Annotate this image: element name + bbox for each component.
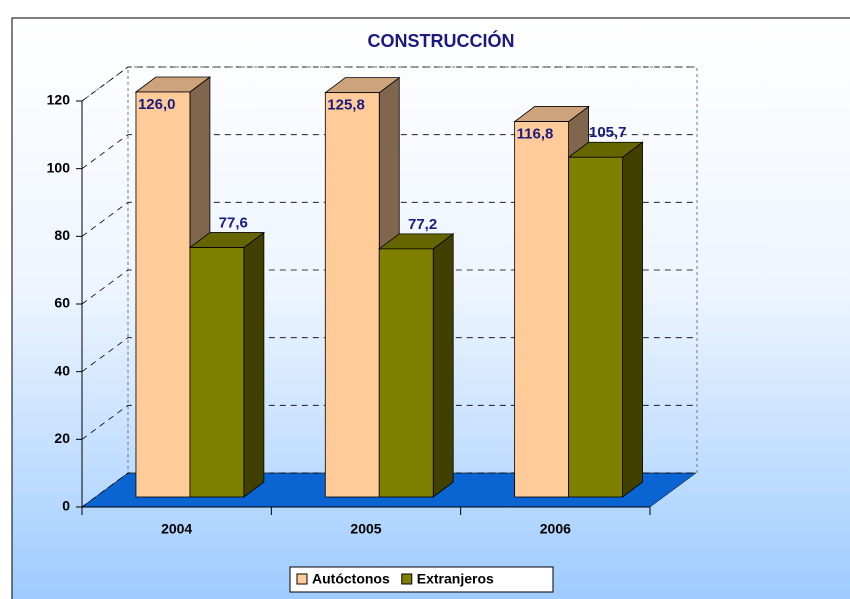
chart-title: CONSTRUCCIÓN — [368, 30, 515, 51]
legend-label: Extranjeros — [417, 571, 494, 587]
bar-side — [432, 233, 454, 498]
data-label: 126,0 — [138, 96, 176, 113]
x-tick-label: 2006 — [540, 521, 571, 537]
grid-line — [81, 404, 697, 440]
legend-label: Autóctonos — [312, 571, 390, 587]
bar-front — [324, 92, 380, 498]
legend-swatch — [401, 573, 413, 585]
bar — [567, 141, 644, 498]
grid-line — [81, 472, 697, 508]
plot-area: 0 20 40 60 80 100 120 2004 126,0 77,6 2005 125,8 77,… — [47, 66, 698, 537]
bar — [188, 231, 266, 498]
bar-side — [243, 231, 265, 498]
bar-front — [378, 248, 434, 498]
grid-line — [81, 66, 697, 102]
bar-side — [622, 141, 643, 498]
x-tick-label: 2005 — [350, 521, 381, 537]
bar-front — [189, 247, 245, 498]
grid-line — [81, 201, 697, 237]
bar-front — [135, 91, 191, 498]
data-label: 77,6 — [219, 215, 248, 232]
y-tick-label: 20 — [54, 430, 70, 446]
y-tick-label: 60 — [54, 295, 70, 311]
data-label: 125,8 — [327, 97, 365, 114]
grid-line — [81, 337, 697, 372]
bar-front — [568, 156, 623, 498]
legend-swatch — [296, 573, 308, 585]
data-label: 105,7 — [589, 124, 627, 141]
y-tick-label: 100 — [47, 159, 71, 175]
y-tick-label: 0 — [62, 498, 70, 514]
legend: Autóctonos Extranjeros — [289, 566, 554, 593]
y-tick-label: 80 — [54, 227, 70, 243]
bar — [378, 233, 455, 498]
data-label: 77,2 — [408, 216, 437, 233]
data-label: 116,8 — [517, 126, 554, 143]
legend-box — [289, 566, 554, 593]
grid-line — [81, 269, 697, 305]
back-wall — [127, 66, 698, 474]
grid-line — [81, 134, 697, 169]
y-tick-label: 120 — [47, 92, 71, 108]
x-tick-label: 2004 — [161, 521, 192, 537]
y-tick-label: 40 — [54, 362, 70, 378]
bar-front — [514, 121, 569, 498]
